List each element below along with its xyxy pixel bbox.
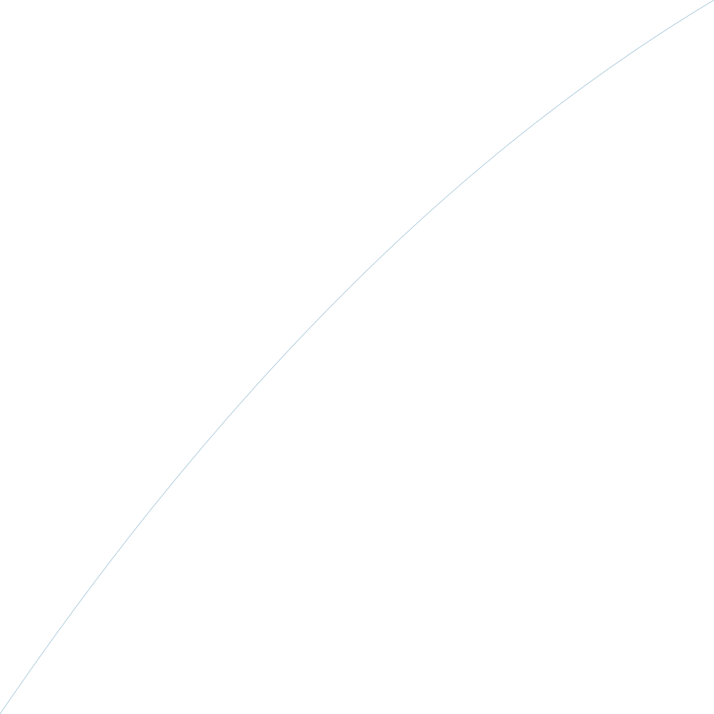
curve (0, 0, 714, 714)
background (0, 0, 714, 714)
page: (() => { const data = JSON.parse(documen… (0, 0, 714, 714)
canvas (0, 0, 714, 714)
